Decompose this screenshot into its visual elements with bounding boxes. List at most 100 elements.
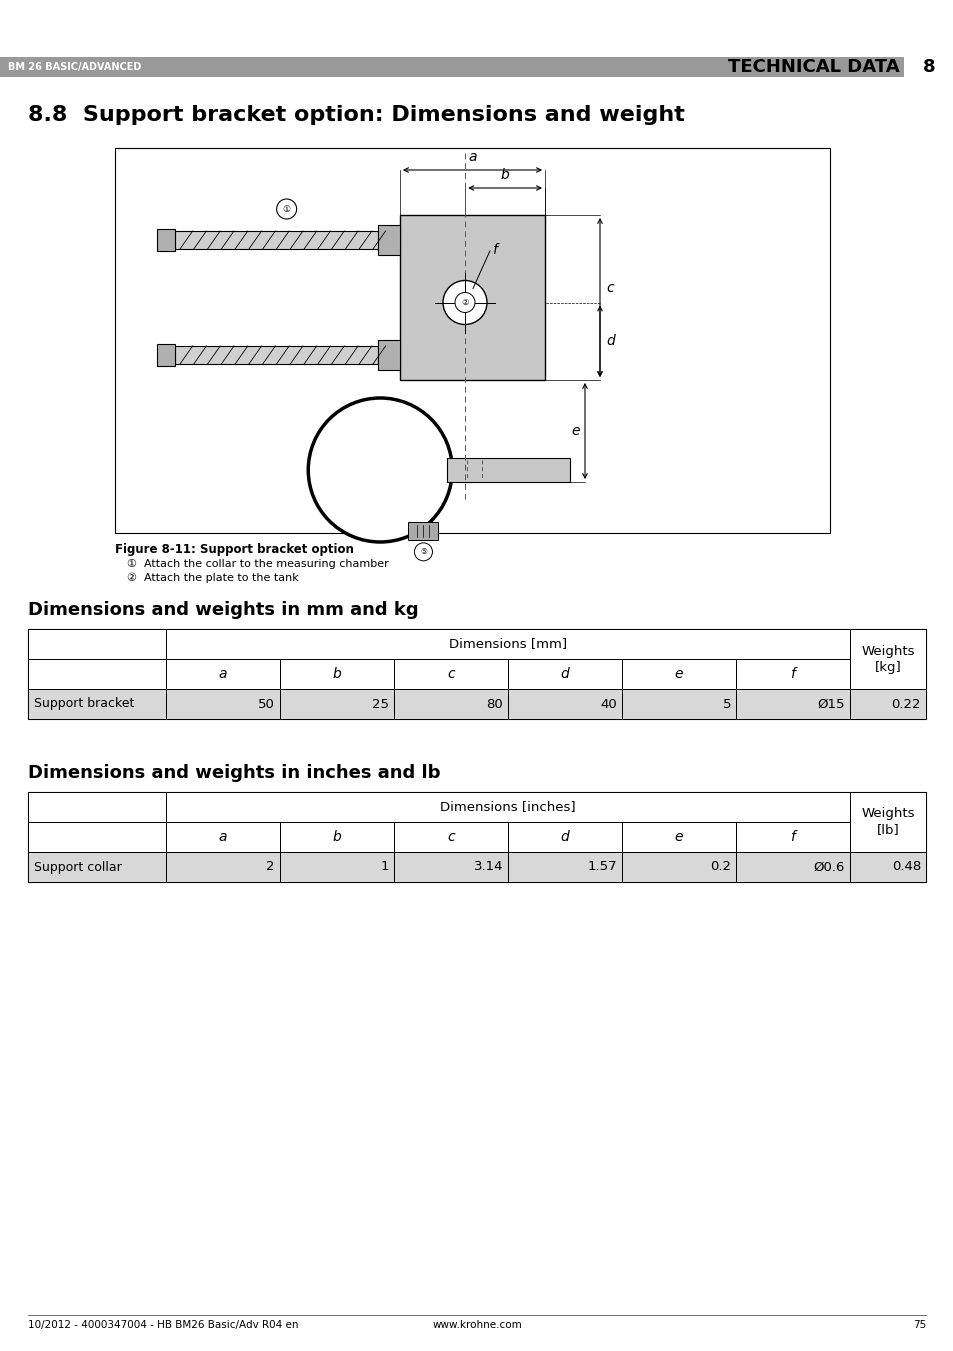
Text: a: a bbox=[218, 830, 227, 844]
Bar bbox=[849, 852, 925, 882]
Text: BM 26 BASIC/ADVANCED: BM 26 BASIC/ADVANCED bbox=[8, 62, 141, 72]
Bar bbox=[280, 852, 394, 882]
Text: ①: ① bbox=[282, 204, 291, 213]
Bar bbox=[28, 792, 925, 882]
Text: 8: 8 bbox=[922, 58, 934, 76]
Text: 0.22: 0.22 bbox=[890, 697, 920, 711]
Bar bbox=[157, 230, 174, 251]
Text: e: e bbox=[571, 424, 578, 438]
Text: 80: 80 bbox=[486, 697, 502, 711]
Bar bbox=[174, 231, 377, 249]
Bar bbox=[447, 458, 569, 482]
Bar bbox=[166, 792, 849, 821]
Bar bbox=[28, 792, 166, 821]
Bar bbox=[28, 689, 166, 719]
Bar bbox=[849, 689, 925, 719]
Bar bbox=[280, 689, 394, 719]
Bar bbox=[507, 689, 621, 719]
Bar bbox=[28, 630, 925, 719]
Text: Weights
[lb]: Weights [lb] bbox=[861, 808, 914, 836]
Bar bbox=[166, 630, 849, 659]
Text: c: c bbox=[447, 667, 455, 681]
Bar bbox=[157, 345, 174, 366]
Bar bbox=[28, 659, 166, 689]
Bar bbox=[903, 57, 953, 77]
Text: b: b bbox=[333, 830, 341, 844]
Text: d: d bbox=[605, 334, 614, 349]
Text: 0.2: 0.2 bbox=[709, 861, 730, 874]
Bar bbox=[849, 792, 925, 852]
Text: f: f bbox=[790, 830, 795, 844]
Bar bbox=[735, 852, 849, 882]
Text: 2: 2 bbox=[266, 861, 274, 874]
Text: Ø0.6: Ø0.6 bbox=[813, 861, 844, 874]
Text: 0.48: 0.48 bbox=[891, 861, 920, 874]
Bar bbox=[0, 57, 953, 77]
Text: a: a bbox=[218, 667, 227, 681]
Text: 25: 25 bbox=[372, 697, 389, 711]
Bar bbox=[28, 852, 166, 882]
Circle shape bbox=[276, 199, 296, 219]
Bar bbox=[735, 659, 849, 689]
Text: c: c bbox=[447, 830, 455, 844]
Text: 40: 40 bbox=[599, 697, 617, 711]
Bar bbox=[28, 630, 166, 659]
Text: Dimensions [mm]: Dimensions [mm] bbox=[449, 638, 566, 650]
Text: b: b bbox=[333, 667, 341, 681]
Bar bbox=[394, 659, 507, 689]
Bar bbox=[115, 149, 829, 534]
Bar bbox=[408, 521, 438, 540]
Circle shape bbox=[455, 293, 475, 312]
Text: d: d bbox=[560, 667, 569, 681]
Bar bbox=[735, 821, 849, 852]
Text: 8.8  Support bracket option: Dimensions and weight: 8.8 Support bracket option: Dimensions a… bbox=[28, 105, 684, 126]
Bar bbox=[377, 226, 399, 255]
Bar bbox=[394, 689, 507, 719]
Text: Figure 8-11: Support bracket option: Figure 8-11: Support bracket option bbox=[115, 543, 354, 557]
Text: f: f bbox=[492, 243, 497, 257]
Bar bbox=[166, 821, 280, 852]
Text: b: b bbox=[500, 168, 509, 182]
Bar bbox=[166, 659, 280, 689]
Text: d: d bbox=[560, 830, 569, 844]
Text: TECHNICAL DATA: TECHNICAL DATA bbox=[727, 58, 899, 76]
Bar bbox=[621, 689, 735, 719]
Text: Weights
[kg]: Weights [kg] bbox=[861, 644, 914, 674]
Text: Support bracket: Support bracket bbox=[34, 697, 134, 711]
Bar bbox=[394, 852, 507, 882]
Text: 10/2012 - 4000347004 - HB BM26 Basic/Adv R04 en: 10/2012 - 4000347004 - HB BM26 Basic/Adv… bbox=[28, 1320, 298, 1329]
Text: 5: 5 bbox=[721, 697, 730, 711]
Text: ②  Attach the plate to the tank: ② Attach the plate to the tank bbox=[127, 573, 298, 584]
Bar bbox=[621, 821, 735, 852]
Bar bbox=[507, 821, 621, 852]
Text: c: c bbox=[605, 281, 613, 295]
Text: Dimensions and weights in inches and lb: Dimensions and weights in inches and lb bbox=[28, 765, 440, 782]
Text: ⑤: ⑤ bbox=[419, 547, 426, 557]
Bar bbox=[621, 659, 735, 689]
Bar bbox=[280, 659, 394, 689]
Bar bbox=[735, 689, 849, 719]
Bar bbox=[174, 346, 377, 363]
Bar bbox=[399, 215, 544, 380]
Text: 1: 1 bbox=[380, 861, 389, 874]
Circle shape bbox=[308, 399, 452, 542]
Text: Support collar: Support collar bbox=[34, 861, 122, 874]
Text: e: e bbox=[674, 667, 682, 681]
Text: a: a bbox=[468, 150, 476, 163]
Bar bbox=[280, 821, 394, 852]
Bar bbox=[377, 340, 399, 370]
Text: ②: ② bbox=[460, 299, 468, 307]
Bar bbox=[507, 659, 621, 689]
Text: f: f bbox=[790, 667, 795, 681]
Text: 75: 75 bbox=[912, 1320, 925, 1329]
Text: www.krohne.com: www.krohne.com bbox=[432, 1320, 521, 1329]
Bar bbox=[621, 852, 735, 882]
Bar bbox=[166, 852, 280, 882]
Circle shape bbox=[414, 543, 432, 561]
Text: Ø15: Ø15 bbox=[817, 697, 844, 711]
Bar bbox=[394, 821, 507, 852]
Text: 1.57: 1.57 bbox=[587, 861, 617, 874]
Bar bbox=[507, 852, 621, 882]
Text: 50: 50 bbox=[258, 697, 274, 711]
Text: Dimensions [inches]: Dimensions [inches] bbox=[439, 801, 576, 813]
